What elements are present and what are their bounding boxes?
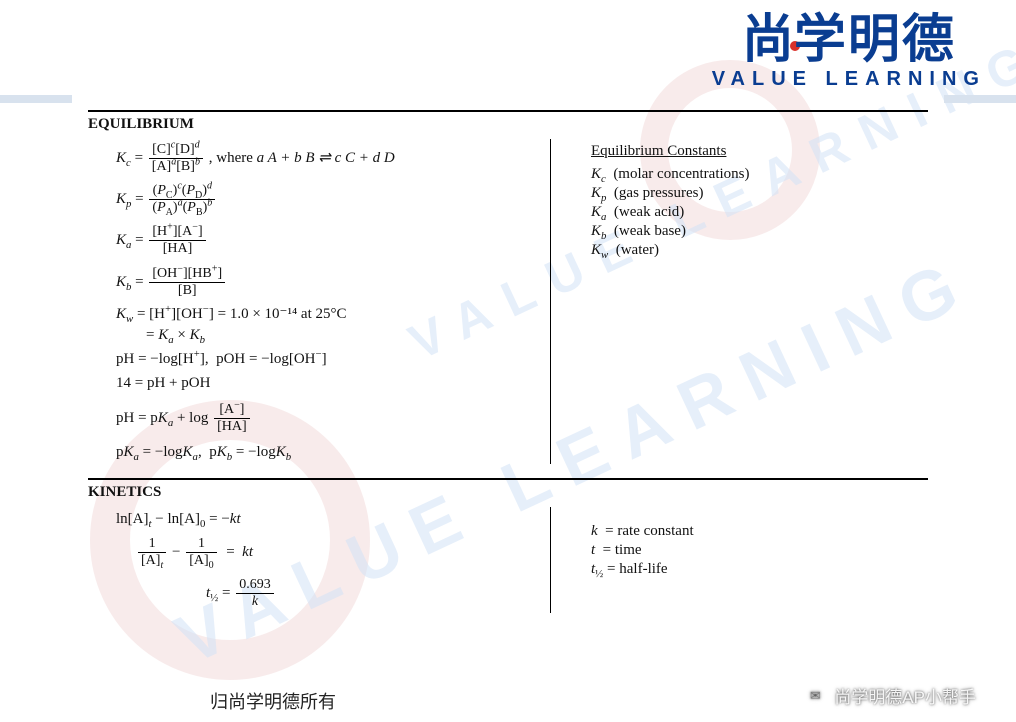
formula-firstorder: ln[A]t − ln[A]0 = −kt xyxy=(116,510,540,528)
formula-kc: Kc = [C]c[D]d[A]a[B]b , where a A + b B … xyxy=(116,142,540,175)
formula-kp: Kp = (PC)c(PD)d (PA)a(PB)b xyxy=(116,183,540,216)
formula-sheet: EQUILIBRIUM Kc = [C]c[D]d[A]a[B]b , wher… xyxy=(88,110,928,613)
def-ka: Ka (weak acid) xyxy=(591,204,928,221)
top-stripe-right xyxy=(944,95,1016,103)
def-kc: Kc (molar concentrations) xyxy=(591,166,928,183)
equilibrium-definitions: Equilibrium Constants Kc (molar concentr… xyxy=(550,139,928,464)
formula-14: 14 = pH + pOH xyxy=(116,374,540,392)
wechat-watermark: ✉ 尚学明德AP小帮手 xyxy=(804,683,976,708)
copyright-text: 归尚学明德所有 xyxy=(210,688,336,714)
wechat-icon: ✉ xyxy=(804,685,826,707)
formula-secondorder: 1[A]t − 1[A]0 = kt xyxy=(136,536,540,569)
def-k: k = rate constant xyxy=(591,523,928,540)
hr-top xyxy=(88,110,928,112)
formula-pka: pKa = −logKa, pKb = −logKb xyxy=(116,443,540,461)
def-thalf: t½ = half-life xyxy=(591,561,928,578)
section-title-equilibrium: EQUILIBRIUM xyxy=(88,116,928,133)
eq-const-heading: Equilibrium Constants xyxy=(591,143,928,160)
logo-main-text: 尚学明德 xyxy=(712,14,986,66)
formula-halflife: t½ = 0.693k xyxy=(206,577,540,610)
formula-kb: Kb = [OH−][HB+][B] xyxy=(116,266,540,299)
equilibrium-columns: Kc = [C]c[D]d[A]a[B]b , where a A + b B … xyxy=(88,139,928,464)
formula-kw2: = Ka × Kb xyxy=(146,326,540,344)
formula-kw: Kw = [H+][OH−] = 1.0 × 10⁻¹⁴ at 25°C xyxy=(116,305,540,323)
equilibrium-formulas: Kc = [C]c[D]d[A]a[B]b , where a A + b B … xyxy=(88,139,550,464)
logo-sub-text: VALUE LEARNING xyxy=(712,68,986,91)
section-title-kinetics: KINETICS xyxy=(88,484,928,501)
formula-ka: Ka = [H+][A−][HA] xyxy=(116,224,540,257)
kinetics-columns: ln[A]t − ln[A]0 = −kt 1[A]t − 1[A]0 = kt… xyxy=(88,507,928,613)
kinetics-formulas: ln[A]t − ln[A]0 = −kt 1[A]t − 1[A]0 = kt… xyxy=(88,507,550,613)
top-stripe-left xyxy=(0,95,72,103)
kc-reaction: a A + b B ⇌ c C + d D xyxy=(257,150,395,166)
formula-henderson: pH = pKa + log [A−][HA] xyxy=(116,402,540,435)
brand-logo: 尚学明德 VALUE LEARNING xyxy=(712,14,986,91)
def-kb: Kb (weak base) xyxy=(591,223,928,240)
def-t: t = time xyxy=(591,542,928,559)
kinetics-definitions: k = rate constant t = time t½ = half-lif… xyxy=(550,507,928,613)
formula-ph: pH = −log[H+], pOH = −log[OH−] xyxy=(116,350,540,368)
def-kp: Kp (gas pressures) xyxy=(591,185,928,202)
hr-mid xyxy=(88,478,928,480)
def-kw: Kw (water) xyxy=(591,242,928,259)
wechat-text: 尚学明德AP小帮手 xyxy=(834,683,976,708)
